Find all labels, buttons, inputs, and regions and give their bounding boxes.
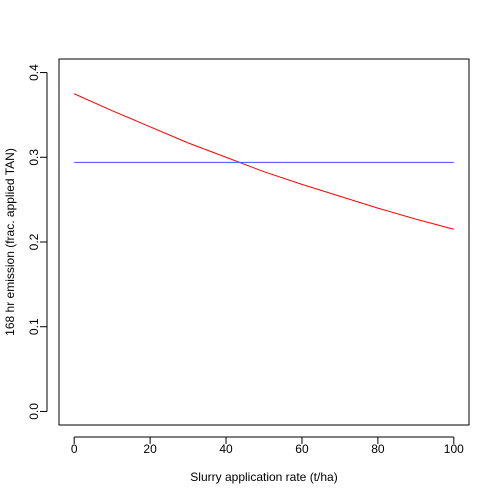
x-axis: 0 20 40 60 80 100 [71, 436, 464, 456]
x-tick-label: 60 [295, 442, 309, 456]
y-tick-label: 0.1 [27, 318, 41, 335]
x-tick-label: 80 [371, 442, 385, 456]
series-layer [73, 93, 454, 230]
x-tick-label: 20 [143, 442, 157, 456]
y-tick-label: 0.4 [27, 64, 41, 81]
x-axis-label: Slurry application rate (t/ha) [190, 470, 337, 484]
y-tick-label: 0.3 [27, 149, 41, 166]
y-tick-label: 0.0 [27, 403, 41, 420]
x-tick-label: 100 [444, 442, 464, 456]
plot-frame [58, 58, 470, 426]
x-tick-label: 40 [219, 442, 233, 456]
y-tick-label: 0.2 [27, 233, 41, 250]
x-tick-label: 0 [71, 442, 78, 456]
series-line-1 [73, 93, 454, 230]
y-axis-label: 168 hr emission (frac. applied TAN) [3, 148, 17, 336]
y-axis: 0.0 0.1 0.2 0.3 0.4 [27, 64, 48, 420]
